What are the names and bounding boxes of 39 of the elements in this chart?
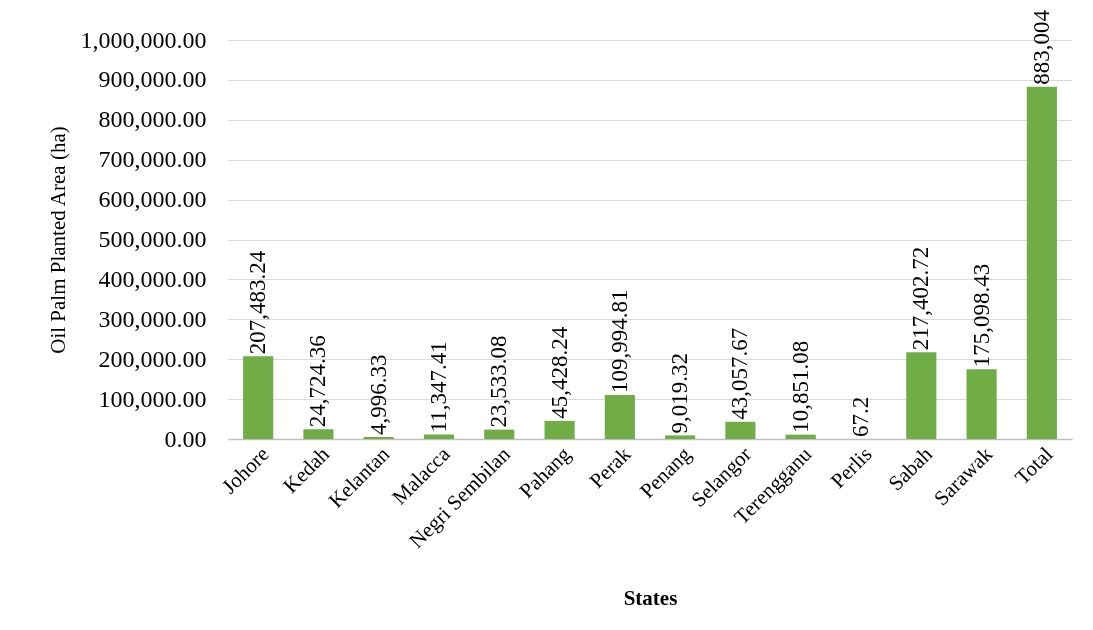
y-tick-label: 0.00 xyxy=(164,425,207,452)
bar xyxy=(484,429,515,439)
data-label: 11,347.41 xyxy=(426,341,451,433)
y-tick-label: 200,000.00 xyxy=(98,345,207,372)
bar xyxy=(1026,86,1057,439)
y-tick-label: 1,000,000.00 xyxy=(80,26,207,53)
data-label: 4,996.33 xyxy=(365,354,391,436)
y-tick-label: 600,000.00 xyxy=(98,186,207,213)
bar xyxy=(725,421,756,439)
bar xyxy=(906,352,937,439)
bar xyxy=(303,429,334,439)
data-label: 45,428.24 xyxy=(546,326,572,419)
y-tick-label: 700,000.00 xyxy=(98,146,207,173)
data-label: 207,483.24 xyxy=(245,250,271,355)
data-label: 217,402.72 xyxy=(908,246,934,351)
y-tick-label: 900,000.00 xyxy=(98,66,207,93)
data-label: 23,533.08 xyxy=(486,335,512,428)
bar xyxy=(423,434,455,439)
bar xyxy=(966,369,997,439)
bar xyxy=(544,420,575,439)
y-tick-label: 500,000.00 xyxy=(98,226,207,252)
y-tick-label: 100,000.00 xyxy=(98,385,207,412)
data-label: 67.2 xyxy=(848,396,873,437)
bar xyxy=(604,395,635,439)
bar xyxy=(785,434,816,439)
data-label: 109,994.81 xyxy=(606,289,632,394)
data-label: 175,098.43 xyxy=(968,263,994,368)
data-label: 43,057.67 xyxy=(727,327,753,420)
y-tick-label: 800,000.00 xyxy=(98,106,207,133)
y-tick-label: 400,000.00 xyxy=(98,265,207,292)
data-label: 10,851.08 xyxy=(787,340,813,433)
data-label: 883,004 xyxy=(1028,9,1054,85)
bar xyxy=(243,356,274,439)
data-label: 9,019.32 xyxy=(667,352,693,434)
bar xyxy=(665,435,696,439)
data-label: 24,724.36 xyxy=(305,335,331,428)
x-axis-title: States xyxy=(623,585,678,610)
y-axis-title: Oil Palm Planted Area (ha) xyxy=(45,126,70,354)
y-tick-label: 300,000.00 xyxy=(98,305,207,332)
